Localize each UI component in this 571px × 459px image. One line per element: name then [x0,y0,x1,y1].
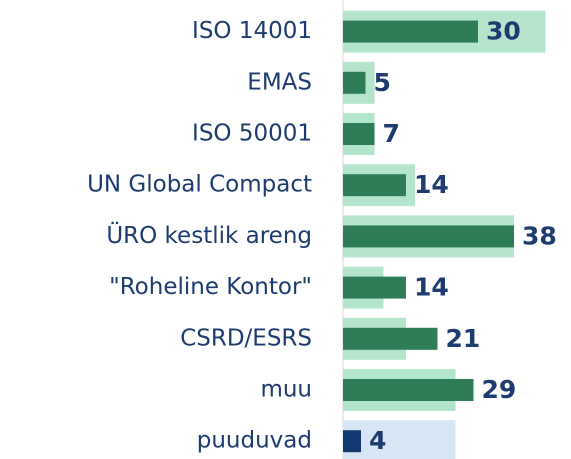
category-label: muu [260,377,312,403]
bar [343,123,375,145]
value-label: 21 [446,324,481,353]
value-label: 14 [414,170,449,199]
bar [343,174,406,197]
value-label: 38 [522,221,557,250]
category-label: puuduvad [197,428,312,454]
value-label: 14 [414,273,449,302]
bar [343,71,366,94]
value-label: 30 [486,17,521,46]
category-label: ÜRO kestlik areng [106,221,312,249]
bar [343,379,474,401]
bar [343,20,478,43]
category-label: ISO 14001 [192,18,312,44]
bar [343,430,361,453]
bar [343,225,514,248]
value-label: 7 [383,119,400,148]
category-label: "Roheline Kontor" [109,274,312,300]
bar [343,327,438,350]
category-label: EMAS [247,69,312,95]
category-label: ISO 50001 [192,121,312,147]
value-label: 4 [369,426,386,455]
bar [343,276,406,299]
bar [343,420,456,459]
category-label: UN Global Compact [87,172,312,198]
value-label: 5 [374,68,391,97]
value-label: 29 [482,375,517,404]
category-label: CSRD/ESRS [180,325,312,351]
